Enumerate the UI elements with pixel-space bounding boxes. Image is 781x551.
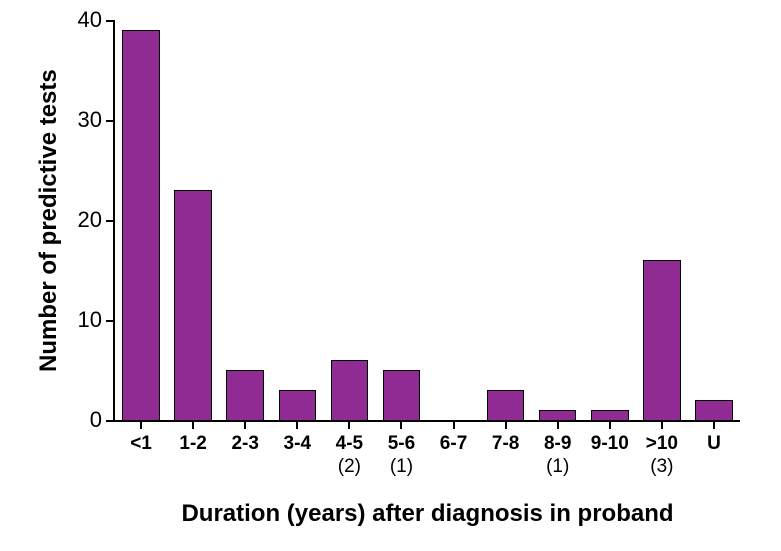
x-tick-mark [609,422,611,429]
bar [695,400,733,420]
x-tick-label: U [688,433,740,455]
y-tick-label: 40 [62,7,102,33]
x-tick-mark [453,422,455,429]
bar [591,410,629,420]
y-tick-label: 10 [62,307,102,333]
x-tick-label: <1 [115,433,167,455]
x-sub-label: (1) [375,456,427,478]
plot-area [115,20,740,420]
x-tick-label: 5-6 [375,433,427,455]
x-sub-label: (3) [636,456,688,478]
bar [331,360,369,420]
x-sub-label: (2) [323,456,375,478]
y-tick-label: 20 [62,207,102,233]
x-tick-label: 7-8 [480,433,532,455]
x-tick-label: 3-4 [271,433,323,455]
bar [487,390,525,420]
x-tick-label: 8-9 [532,433,584,455]
bar [643,260,681,420]
y-tick-mark [106,320,113,322]
x-tick-mark [661,422,663,429]
bar [383,370,421,420]
bar [226,370,264,420]
y-tick-label: 0 [62,407,102,433]
x-tick-mark [140,422,142,429]
bar [279,390,317,420]
x-tick-mark [244,422,246,429]
x-axis-line [115,420,740,422]
y-tick-mark [106,420,113,422]
y-axis-label: Number of predictive tests [35,69,63,372]
x-tick-label: 2-3 [219,433,271,455]
x-axis-label: Duration (years) after diagnosis in prob… [115,500,740,528]
x-tick-label: 4-5 [323,433,375,455]
x-tick-mark [400,422,402,429]
y-tick-mark [106,120,113,122]
x-tick-mark [348,422,350,429]
bar [539,410,577,420]
x-tick-mark [505,422,507,429]
x-tick-label: >10 [636,433,688,455]
y-axis-line [113,20,115,422]
x-tick-mark [296,422,298,429]
bar [174,190,212,420]
x-tick-mark [557,422,559,429]
x-tick-label: 6-7 [428,433,480,455]
x-tick-label: 1-2 [167,433,219,455]
y-tick-label: 30 [62,107,102,133]
bar [122,30,160,420]
y-tick-mark [106,20,113,22]
x-sub-label: (1) [532,456,584,478]
x-tick-mark [713,422,715,429]
x-tick-mark [192,422,194,429]
y-tick-mark [106,220,113,222]
x-tick-label: 9-10 [584,433,636,455]
bar-chart: Number of predictive tests Duration (yea… [0,0,781,551]
